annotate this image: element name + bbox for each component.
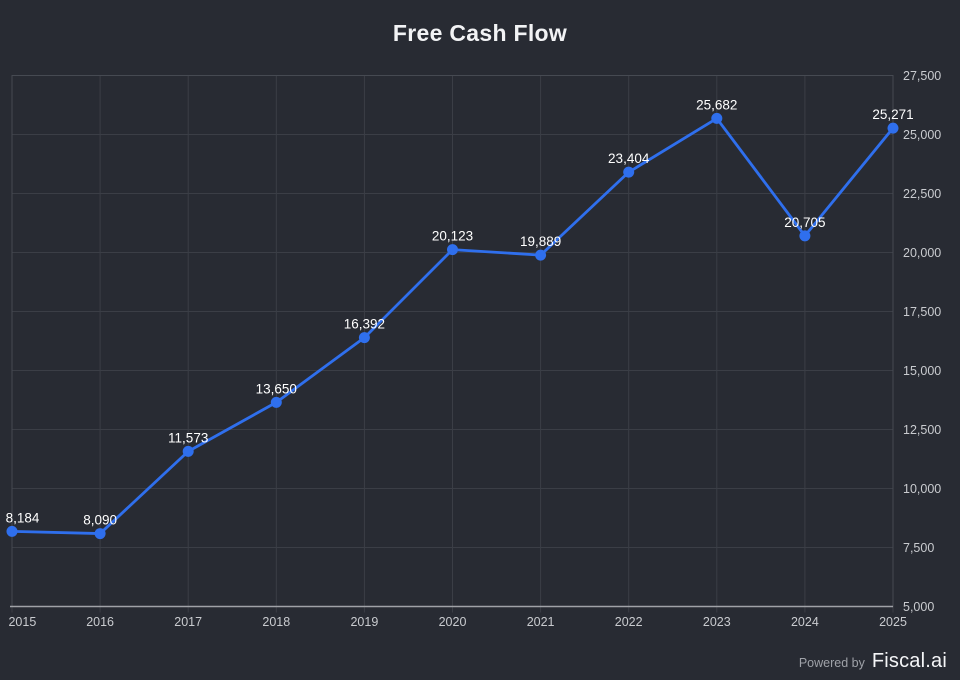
data-point-marker[interactable] bbox=[799, 230, 811, 242]
x-tick-label: 2018 bbox=[262, 615, 290, 629]
data-point-label: 25,682 bbox=[696, 97, 737, 112]
data-point-marker[interactable] bbox=[358, 332, 370, 344]
y-tick-label: 10,000 bbox=[903, 482, 941, 496]
data-point-marker[interactable] bbox=[447, 244, 458, 256]
x-tick-label: 2023 bbox=[703, 615, 731, 629]
y-tick-label: 15,000 bbox=[903, 364, 941, 378]
x-tick-label: 2019 bbox=[350, 615, 378, 629]
data-point-label: 16,392 bbox=[344, 317, 385, 332]
fiscal-ai-logo: Fiscal.ai bbox=[871, 650, 947, 672]
x-tick-label: 2020 bbox=[439, 615, 467, 629]
data-point-label: 20,705 bbox=[784, 215, 825, 230]
y-tick-label: 27,500 bbox=[903, 69, 941, 83]
y-tick-label: 22,500 bbox=[903, 187, 941, 201]
data-point-marker[interactable] bbox=[623, 166, 635, 178]
footer-attribution: Powered by Fiscal.ai bbox=[799, 650, 947, 673]
x-tick-label: 2022 bbox=[615, 615, 643, 629]
data-point-label: 8,090 bbox=[83, 513, 117, 528]
data-point-marker[interactable] bbox=[94, 528, 106, 540]
y-tick-label: 17,500 bbox=[903, 305, 941, 319]
powered-by-label: Powered by bbox=[798, 656, 865, 670]
y-tick-label: 7,500 bbox=[903, 541, 934, 555]
y-tick-label: 5,000 bbox=[903, 600, 934, 614]
data-point-label: 8,184 bbox=[6, 510, 40, 525]
data-point-marker[interactable] bbox=[182, 445, 194, 457]
x-tick-label: 2015 bbox=[8, 615, 36, 629]
data-point-label: 13,650 bbox=[256, 381, 297, 396]
x-tick-label: 2017 bbox=[174, 615, 202, 629]
x-tick-label: 2025 bbox=[879, 615, 907, 629]
data-point-marker[interactable] bbox=[711, 112, 723, 124]
y-tick-label: 12,500 bbox=[903, 423, 941, 437]
x-tick-label: 2016 bbox=[86, 615, 114, 629]
data-point-marker[interactable] bbox=[270, 396, 282, 408]
data-point-label: 11,573 bbox=[168, 430, 208, 445]
data-point-label: 25,271 bbox=[872, 107, 913, 122]
chart-title: Free Cash Flow bbox=[392, 20, 568, 46]
y-tick-label: 20,000 bbox=[903, 246, 941, 260]
data-point-label: 23,404 bbox=[608, 151, 650, 166]
data-point-label: 19,889 bbox=[520, 234, 561, 249]
data-point-marker[interactable] bbox=[535, 249, 547, 261]
x-tick-label: 2024 bbox=[791, 615, 819, 629]
data-point-marker[interactable] bbox=[887, 122, 899, 134]
data-point-label: 20,123 bbox=[432, 229, 473, 244]
y-tick-label: 25,000 bbox=[903, 128, 941, 142]
x-tick-label: 2021 bbox=[527, 615, 555, 629]
data-point-marker[interactable] bbox=[6, 525, 18, 537]
